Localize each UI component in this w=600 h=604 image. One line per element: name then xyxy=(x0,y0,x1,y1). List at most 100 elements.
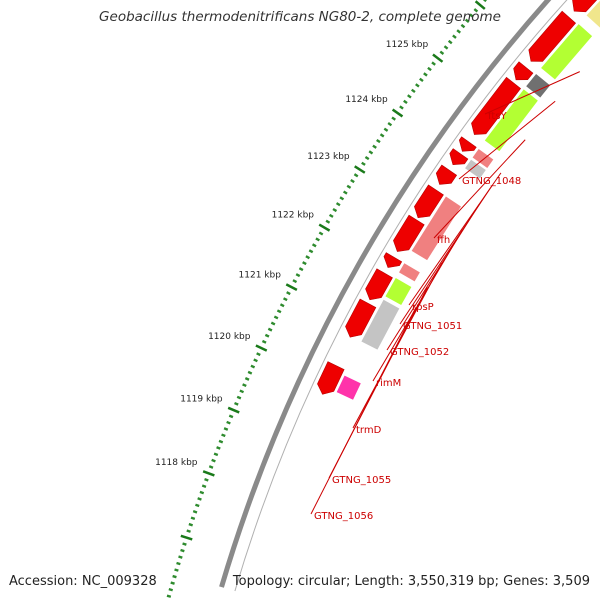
ruler-major-tick xyxy=(227,406,240,414)
gene-label: GTNG_1048 xyxy=(462,176,521,187)
ruler-minor-tick xyxy=(376,138,381,144)
ruler-minor-tick xyxy=(223,427,229,431)
ruler-minor-tick xyxy=(383,127,389,132)
backbone-inner-ring xyxy=(234,0,568,592)
ruler-minor-tick xyxy=(256,352,261,357)
ruler-minor-tick xyxy=(182,542,187,546)
ruler-minor-tick xyxy=(195,503,200,508)
gene-arrow-gtng1056 xyxy=(365,268,393,301)
ruler-minor-tick xyxy=(208,465,214,469)
gene-arrow-gtng1048 xyxy=(513,61,534,81)
ruler-minor-tick xyxy=(180,548,185,553)
cog-block-ffh xyxy=(484,89,538,152)
gene-label-leader xyxy=(484,71,580,115)
ruler-minor-tick xyxy=(423,72,428,77)
genome-summary-text: Topology: circular; Length: 3,550,319 bp… xyxy=(232,574,590,589)
gene-label-leader xyxy=(310,307,417,515)
gene-label: ftsY xyxy=(488,111,507,122)
ruler-minor-tick xyxy=(328,213,334,218)
cog-block-gtng1048 xyxy=(526,74,551,98)
ruler-minor-tick xyxy=(270,321,276,326)
ruler-minor-tick xyxy=(368,150,374,155)
ruler-minor-tick xyxy=(353,173,359,178)
ruler-minor-tick xyxy=(247,370,253,375)
ruler-major-tick xyxy=(391,108,404,118)
ruler-minor-tick xyxy=(407,94,412,99)
ruler-minor-tick xyxy=(242,383,247,388)
ruler-minor-tick xyxy=(188,522,194,527)
ruler-major-tick xyxy=(474,0,486,10)
ruler-tick-label: 1123 kbp xyxy=(307,152,350,162)
ruler-minor-tick xyxy=(342,190,348,195)
ruler-minor-tick xyxy=(372,144,377,149)
ruler-minor-tick xyxy=(469,13,474,18)
ruler-minor-tick xyxy=(204,477,209,482)
ruler-minor-tick xyxy=(292,279,298,284)
ruler-minor-tick xyxy=(178,555,183,559)
ruler-major-tick xyxy=(285,283,298,292)
ruler-minor-tick xyxy=(286,291,291,296)
ruler-minor-tick xyxy=(211,458,216,463)
ruler-tick-label: 1122 kbp xyxy=(272,211,315,221)
backbone-outer-ring xyxy=(219,0,552,588)
cog-block-top xyxy=(586,0,600,28)
cog-block-next xyxy=(361,299,400,350)
gene-label-leader xyxy=(386,204,480,351)
ruler-minor-tick xyxy=(318,231,324,236)
genome-backbone xyxy=(219,0,568,592)
ruler-minor-tick xyxy=(192,510,198,514)
ruler-minor-tick xyxy=(482,0,487,3)
ruler-minor-tick xyxy=(431,61,436,66)
ruler-minor-tick xyxy=(279,303,285,308)
ruler-minor-tick xyxy=(190,516,196,521)
ruler-minor-tick xyxy=(197,497,202,501)
ruler-ticks: 1118 kbp 1119 kbp 1120 kbp 1121 kbp 1122 kbp… xyxy=(155,0,487,604)
ruler-minor-tick xyxy=(315,237,320,242)
ruler-minor-tick xyxy=(415,83,420,88)
ruler-minor-tick xyxy=(267,327,273,332)
gene-arrow-gtng1055 xyxy=(383,252,403,268)
gene-arrow-ffh xyxy=(471,76,521,135)
gene-label: GTNG_1052 xyxy=(390,347,449,358)
ruler-minor-tick xyxy=(411,88,416,94)
ruler-major-tick xyxy=(180,534,193,541)
ruler-tick-label: 1124 kbp xyxy=(345,95,388,105)
ruler-minor-tick xyxy=(443,45,449,50)
ruler-minor-tick xyxy=(361,161,366,166)
gene-label: rimM xyxy=(376,378,401,389)
ruler-minor-tick xyxy=(234,401,239,406)
ruler-minor-tick xyxy=(427,66,432,72)
gene-label: ffh xyxy=(437,235,450,246)
ruler-minor-tick xyxy=(305,255,311,260)
ruler-tick-label: 1119 kbp xyxy=(180,394,223,404)
ruler-major-tick xyxy=(432,53,444,63)
ruler-minor-tick xyxy=(201,484,207,488)
ruler-minor-tick xyxy=(174,568,179,572)
ruler-major-tick xyxy=(202,470,215,477)
ruler-minor-tick xyxy=(176,561,181,566)
ruler-minor-tick xyxy=(170,581,175,585)
ruler-minor-tick xyxy=(216,446,221,450)
ruler-minor-tick xyxy=(166,594,172,598)
ruler-minor-tick xyxy=(350,178,355,184)
gene-arrow-bottom xyxy=(317,361,345,395)
cog-block-gtng1051 xyxy=(465,159,486,179)
cog-block-gtng1055 xyxy=(399,263,420,282)
ruler-minor-tick xyxy=(346,184,352,189)
ruler-minor-tick xyxy=(226,420,231,425)
ruler-tick-label: 1125 kbp xyxy=(386,40,429,50)
ruler-major-tick xyxy=(255,344,268,352)
ruler-minor-tick xyxy=(244,377,250,381)
ruler-minor-tick xyxy=(379,133,385,138)
gene-arrow-trmD xyxy=(393,214,425,252)
gene-arrow-top xyxy=(572,0,598,13)
gene-label-leader xyxy=(458,100,556,180)
ruler-minor-tick xyxy=(460,23,466,29)
gene-arrow-rimM xyxy=(414,184,444,219)
ruler-minor-tick xyxy=(199,490,205,495)
gene-arrow-gtng1052 xyxy=(435,164,458,185)
cog-block-bottom xyxy=(336,375,361,400)
ruler-minor-tick xyxy=(264,333,270,338)
ruler-major-tick xyxy=(318,223,331,232)
ruler-minor-tick xyxy=(311,243,317,248)
